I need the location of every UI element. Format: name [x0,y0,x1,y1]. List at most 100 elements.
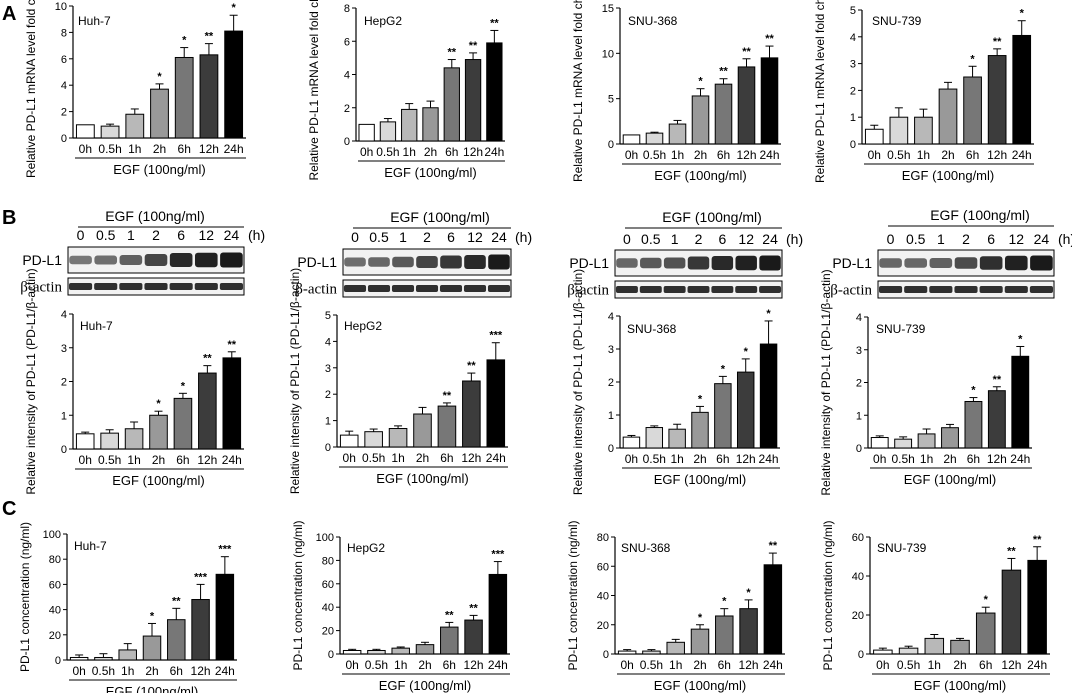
bar-6h [715,615,734,655]
x-tick-label: 24h [224,142,244,156]
bar-24h [215,573,235,661]
y-tick-label: 0 [61,133,67,145]
y-tick-label: 0 [603,649,609,661]
lane-label: 0 [351,229,359,245]
y-tick-label: 40 [852,571,864,583]
y-axis-label: Relative PD-L1 mRNA level fold change [307,0,321,181]
x-tick-label: 0.5h [891,452,914,466]
bar-2h [691,411,709,449]
panel-letter-a: A [2,3,16,25]
x-tick-label: 12h [197,453,217,467]
actin-band [144,283,168,290]
pdl1-band [616,258,638,268]
actin-band [979,286,1003,293]
x-tick-label: 2h [424,145,437,159]
y-tick-label: 0 [858,649,864,661]
y-tick-label: 100 [316,532,334,544]
significance-marker: * [156,398,161,410]
bar-12h [739,608,758,655]
y-tick-label: 4 [856,312,862,324]
actin-band [929,286,953,293]
x-tick-label: 6h [440,451,453,465]
bar-24h [760,57,779,145]
bar-24h [759,343,778,449]
significance-marker: * [150,610,155,622]
bar-24h [1011,355,1030,449]
x-tick-label: 24h [763,658,783,672]
x-tick-label: 2h [145,664,158,678]
y-axis-label: PD-L1 concentration (ng/ml) [18,522,32,672]
cell-line-label: HepG2 [344,319,382,333]
chart-a4: 0 1 2 3 4 5 0h 0.5h 1h 2h * 6h ** 12h * 24h EGF (100ng/m… [813,0,1034,183]
bar-0h [69,656,89,661]
y-axis-label: PD-L1 concentration (ng/ml) [821,520,835,670]
significance-marker: * [182,35,187,47]
significance-marker: ** [205,31,214,43]
pdl1-band [368,257,390,267]
bar-1h [924,637,945,655]
bar-6h [443,67,460,142]
x-tick-label: 24h [484,145,504,159]
y-tick-label: 60 [49,579,61,591]
significance-marker: *** [491,549,505,561]
bar-6h [440,626,459,655]
chart-b4: 0 1 2 3 4 0h 0.5h 1h 2h * 6h ** 12h * 24h EGF (100ng/ml… [819,269,1032,496]
x-tick-label: 1h [928,658,941,672]
y-tick-label: 80 [322,555,334,567]
x-axis-label: EGF (100ng/ml) [654,472,746,487]
bar-12h [199,54,219,139]
x-tick-label: 2h [694,148,707,162]
y-tick-label: 8 [344,3,350,15]
x-tick-label: 12h [739,658,759,672]
significance-marker: * [698,393,703,405]
x-tick-label: 0h [620,658,633,672]
bar-12h [191,599,210,661]
lane-label: 2 [695,231,703,247]
x-tick-label: 1h [670,452,683,466]
y-axis-label: PD-L1 concentration (ng/ml) [566,520,580,670]
significance-marker: * [744,346,749,358]
x-tick-label: 6h [178,142,191,156]
significance-marker: ** [172,595,181,607]
significance-marker: ** [765,33,774,45]
pdl1-band [687,256,710,270]
panel-letter-b: B [2,207,16,229]
y-tick-label: 0 [608,139,614,151]
x-tick-label: 6h [716,452,729,466]
lane-label: 24 [491,229,507,245]
cell-line-label: SNU-368 [621,541,671,555]
bar-1h [914,116,933,145]
lane-unit: (h) [248,227,265,243]
y-tick-label: 80 [597,532,609,544]
western-blot-1: EGF (100ng/ml)0 0.5 1 2 6 12 24 (h)PD-L1β-actin [20,208,265,296]
pdl1-band [1004,255,1028,271]
x-tick-label: 24h [222,453,242,467]
x-axis-label: EGF (100ng/ml) [379,678,471,693]
x-tick-label: 0.5h [365,658,388,672]
lane-label: 12 [738,231,754,247]
bar-1h [401,108,418,142]
lane-label: 6 [718,231,726,247]
x-tick-label: 6h [717,148,730,162]
bar-24h [488,573,508,655]
y-tick-label: 4 [344,70,350,82]
y-tick-label: 6 [344,36,350,48]
x-tick-label: 2h [953,658,966,672]
significance-marker: * [746,587,751,599]
x-tick-label: 0h [360,145,373,159]
bar-0h [870,437,889,449]
y-tick-label: 40 [49,605,61,617]
bar-12h [987,55,1007,145]
x-tick-label: 24h [759,452,779,466]
bar-12h [464,59,482,142]
y-axis-label: Relative PD-L1 mRNA level fold change [24,0,38,178]
actin-band [94,283,118,290]
x-tick-label: 1h [394,658,407,672]
pdl1-band [69,255,92,265]
x-axis-label: EGF (100ng/ml) [106,684,198,693]
lane-label: 2 [423,229,431,245]
bar-2h [690,628,710,655]
bar-24h [763,564,783,655]
